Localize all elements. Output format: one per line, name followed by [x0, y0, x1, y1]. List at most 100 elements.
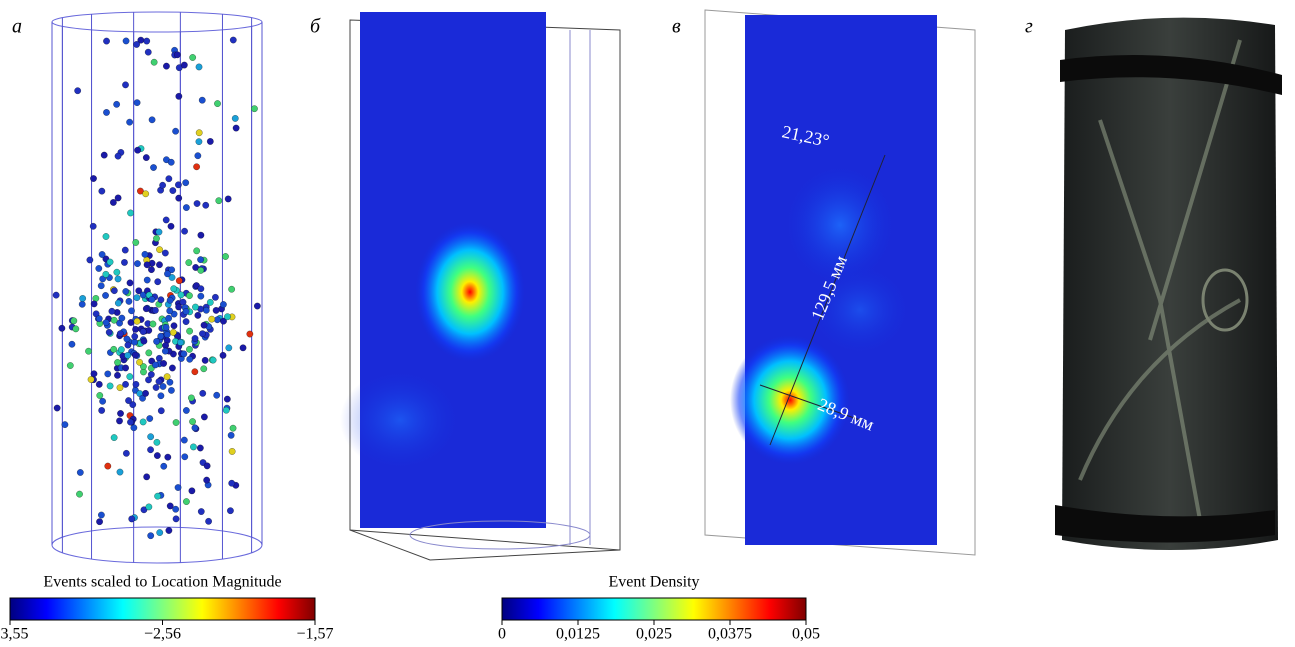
event-dot: [186, 345, 193, 353]
event-dot: [200, 365, 208, 373]
colorbar-tick-label: −1,57: [296, 626, 333, 643]
event-dot: [114, 194, 122, 202]
panel-d: г: [1025, 16, 1282, 551]
event-dot: [162, 342, 170, 349]
event-dot: [147, 446, 155, 454]
event-dot: [108, 307, 116, 315]
event-dot: [127, 418, 134, 426]
event-dot: [95, 265, 103, 272]
event-dot: [194, 311, 202, 319]
event-dot: [61, 421, 69, 429]
event-dot: [222, 253, 229, 260]
event-dot: [122, 288, 130, 295]
event-dot: [206, 298, 214, 306]
event-dot: [90, 175, 97, 182]
event-dot: [114, 371, 121, 379]
event-dot: [106, 382, 114, 390]
event-dot: [160, 360, 168, 367]
event-dot: [122, 81, 129, 89]
event-dot: [100, 151, 108, 159]
event-dot: [166, 296, 174, 304]
event-dot: [122, 37, 130, 45]
event-dot: [157, 332, 165, 340]
event-dot: [114, 299, 122, 307]
event-dot: [128, 515, 136, 523]
event-dot: [202, 201, 210, 209]
panel-c: 21,23° 129,5 мм 28,9 мм в: [672, 9, 976, 556]
event-dot: [195, 138, 203, 146]
event-dot: [159, 383, 167, 390]
event-dot: [170, 285, 178, 293]
event-dot: [132, 380, 140, 388]
colorbar: [9, 597, 316, 621]
event-dot: [195, 129, 203, 137]
event-dot: [157, 407, 165, 415]
event-dot: [182, 318, 190, 326]
event-dot: [200, 413, 208, 421]
event-dot: [197, 231, 205, 239]
event-dot: [117, 346, 125, 354]
event-dot: [154, 492, 162, 500]
event-dot: [169, 187, 177, 195]
event-dot: [116, 417, 123, 425]
event-dot: [144, 48, 152, 56]
event-dot: [116, 330, 124, 338]
event-dot: [110, 345, 118, 353]
event-dot: [209, 356, 217, 364]
event-dot: [86, 256, 94, 264]
event-dot: [232, 124, 240, 132]
event-dot: [114, 275, 122, 283]
event-dot: [151, 361, 159, 369]
event-dot: [76, 469, 84, 476]
event-dot: [113, 100, 121, 108]
event-dot: [253, 302, 261, 310]
event-dot: [156, 246, 164, 254]
panel-label: в: [672, 16, 681, 38]
colorbar-tick-label: 0,0375: [708, 626, 752, 643]
event-dot: [126, 118, 134, 126]
event-dot: [142, 190, 150, 198]
event-dot: [208, 315, 216, 323]
event-dot: [105, 328, 113, 336]
event-dot: [117, 410, 124, 417]
event-dot: [170, 322, 178, 330]
event-dot: [122, 449, 130, 457]
event-dot: [175, 92, 183, 100]
event-dot: [164, 453, 172, 461]
colorbar: [501, 597, 807, 621]
event-dot: [177, 291, 185, 299]
event-dot: [173, 51, 181, 59]
event-dot: [147, 266, 155, 274]
event-dot: [116, 384, 124, 392]
event-dot: [143, 37, 151, 45]
event-dot: [182, 204, 190, 212]
event-dot: [132, 239, 140, 246]
event-dot: [191, 335, 199, 342]
event-dot: [92, 310, 100, 318]
event-dot: [145, 349, 153, 357]
event-dot: [185, 292, 193, 300]
event-dot: [180, 436, 188, 444]
event-dot: [225, 344, 233, 352]
colorbar-tick-label: 0,025: [636, 626, 672, 643]
event-dot: [141, 250, 149, 258]
event-dot: [228, 285, 236, 293]
event-dot: [229, 424, 237, 432]
event-dot: [153, 235, 160, 242]
event-dot: [125, 297, 133, 305]
event-dot: [165, 527, 173, 534]
event-dot: [122, 380, 130, 388]
event-dot: [191, 368, 199, 376]
event-dot: [96, 392, 104, 399]
event-dot: [229, 36, 237, 44]
event-dot: [102, 233, 110, 240]
event-dot: [169, 329, 177, 336]
event-dot: [148, 116, 156, 124]
event-dot: [139, 328, 147, 336]
event-dot: [98, 187, 106, 195]
event-dot: [198, 96, 206, 104]
event-dot: [126, 279, 134, 287]
event-dot: [118, 314, 126, 322]
event-dot: [110, 287, 118, 295]
event-dot: [125, 397, 132, 405]
